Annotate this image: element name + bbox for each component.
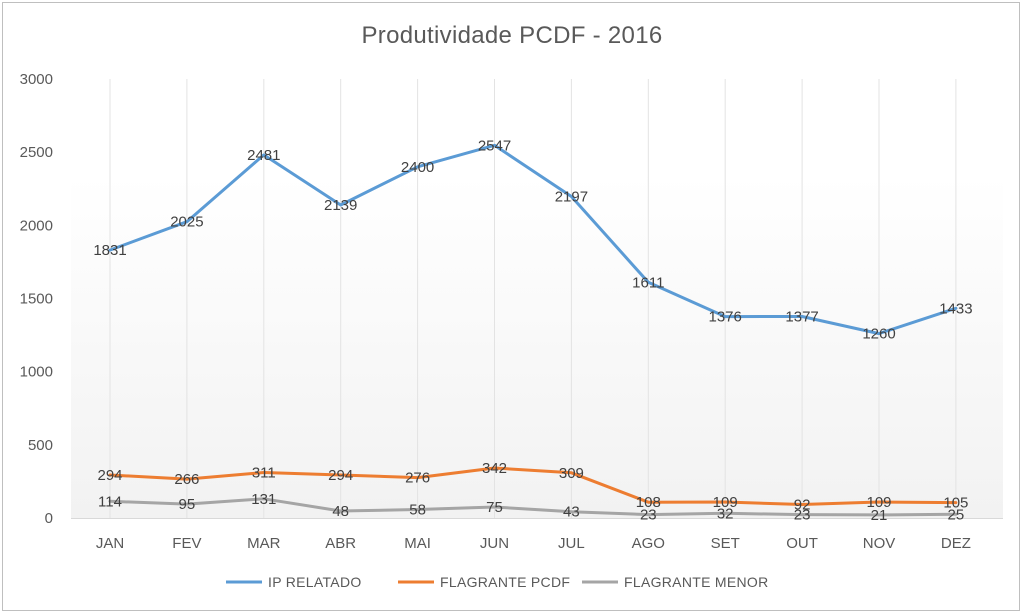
- data-label: 276: [405, 470, 430, 487]
- data-label: 311: [252, 464, 276, 481]
- y-tick-label: 0: [45, 510, 53, 527]
- data-label: 21: [871, 507, 888, 524]
- data-label: 309: [559, 465, 584, 482]
- data-label: 266: [174, 471, 199, 488]
- data-label: 58: [409, 502, 426, 519]
- data-label: 95: [179, 496, 196, 513]
- data-label: 2025: [170, 214, 203, 231]
- series-line-2: [108, 466, 958, 506]
- data-label: 2481: [247, 147, 280, 164]
- series-line-1: [108, 143, 958, 336]
- data-label: 2400: [401, 159, 434, 176]
- data-label: 114: [98, 493, 122, 510]
- legend-label: FLAGRANTE PCDF: [440, 574, 570, 590]
- data-label: 43: [563, 504, 580, 521]
- data-label: 108: [636, 494, 661, 511]
- data-label: 92: [794, 497, 811, 514]
- x-tick-label: OUT: [786, 535, 818, 552]
- data-label: 1377: [785, 308, 818, 325]
- data-label: 1433: [939, 300, 972, 317]
- data-label: 23: [640, 507, 657, 524]
- y-tick-label: 1000: [20, 364, 53, 381]
- data-label: 1376: [709, 309, 742, 326]
- x-tick-label: SET: [711, 535, 740, 552]
- y-tick-label: 500: [28, 437, 53, 454]
- data-label: 105: [943, 495, 968, 512]
- data-label: 1260: [862, 326, 895, 343]
- data-label: 2197: [555, 189, 588, 206]
- chart-title: Produtividade PCDF - 2016: [361, 22, 663, 49]
- data-label: 109: [866, 494, 891, 511]
- x-tick-label: NOV: [863, 535, 896, 552]
- plot-area: [71, 79, 1003, 518]
- data-label: 1611: [632, 274, 664, 291]
- data-label: 2547: [478, 137, 511, 154]
- y-tick-label: 1500: [20, 291, 53, 308]
- x-tick-label: JUL: [558, 535, 585, 552]
- data-label: 48: [332, 503, 349, 520]
- data-label: 294: [328, 467, 353, 484]
- data-label: 75: [486, 499, 503, 516]
- series-line-3: [108, 497, 958, 517]
- data-label: 131: [251, 491, 276, 508]
- x-tick-label: AGO: [632, 535, 665, 552]
- data-label: 1831: [93, 242, 126, 259]
- x-tick-label: JAN: [96, 535, 124, 552]
- x-tick-label: DEZ: [941, 535, 971, 552]
- x-tick-label: JUN: [480, 535, 509, 552]
- data-label: 294: [97, 467, 122, 484]
- data-label: 2139: [324, 197, 357, 214]
- x-tick-label: MAI: [404, 535, 431, 552]
- data-label: 342: [482, 460, 507, 477]
- x-tick-label: ABR: [325, 535, 356, 552]
- legend-label: FLAGRANTE MENOR: [624, 574, 769, 590]
- data-label: 23: [794, 507, 811, 524]
- x-tick-label: FEV: [172, 535, 201, 552]
- y-tick-label: 3000: [20, 71, 53, 88]
- data-label: 32: [717, 505, 734, 522]
- x-tick-label: MAR: [247, 535, 281, 552]
- legend-label: IP RELATADO: [268, 574, 362, 590]
- data-label: 109: [713, 494, 738, 511]
- y-tick-label: 2000: [20, 217, 53, 234]
- y-tick-label: 2500: [20, 144, 53, 161]
- data-label: 25: [948, 506, 965, 523]
